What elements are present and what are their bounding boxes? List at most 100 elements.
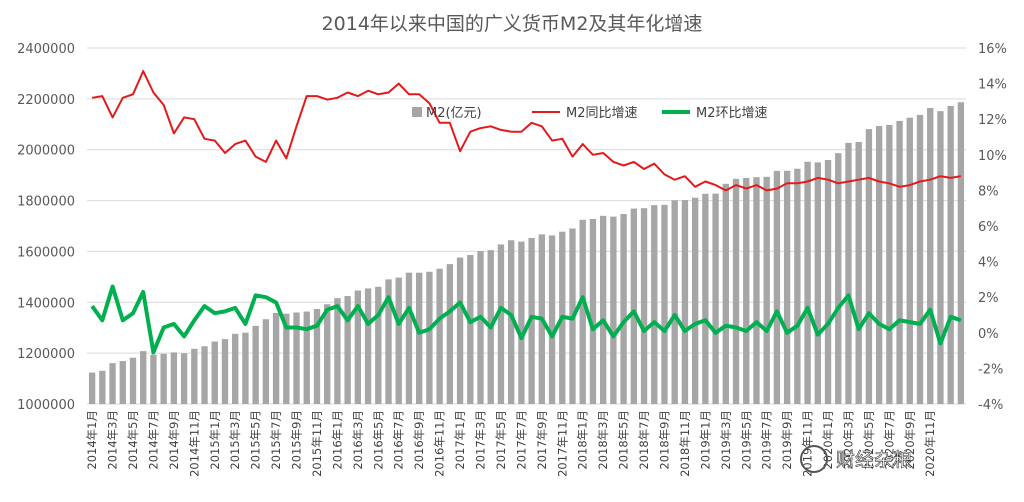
bar bbox=[303, 311, 310, 404]
x-tick-label: 2016年7月 bbox=[392, 410, 406, 470]
bar bbox=[732, 178, 740, 404]
x-tick-label: 2018年1月 bbox=[576, 410, 590, 470]
x-tick-label: 2015年3月 bbox=[228, 410, 242, 470]
bar bbox=[354, 290, 362, 404]
bar bbox=[221, 339, 229, 404]
x-tick-label: 2019年1月 bbox=[698, 410, 712, 470]
left-axis-labels: 1000000 1200000 1400000 1600000 1800000 20000… bbox=[17, 42, 75, 413]
bar bbox=[814, 162, 821, 404]
x-tick-label: 2016年9月 bbox=[412, 410, 426, 470]
bar bbox=[180, 353, 188, 404]
bar bbox=[845, 142, 852, 404]
bar bbox=[640, 208, 648, 404]
x-tick-label: 2020年11月 bbox=[923, 410, 937, 477]
right-tick-label: 2% bbox=[978, 291, 999, 306]
bar bbox=[477, 251, 484, 404]
bar bbox=[262, 319, 270, 404]
line-mom-growth bbox=[90, 284, 962, 355]
bar bbox=[508, 240, 515, 404]
x-tick-label: 2016年3月 bbox=[351, 410, 365, 470]
x-tick-label: 2015年7月 bbox=[269, 410, 283, 470]
chart-title: 2014年以来中国的广义货币M2及其年化增速 bbox=[322, 13, 703, 35]
x-tick-label: 2018年5月 bbox=[617, 410, 631, 470]
x-tick-label: 2016年5月 bbox=[371, 410, 385, 470]
left-tick-label: 1400000 bbox=[17, 296, 75, 311]
watermark: 财经杂粮 bbox=[800, 445, 912, 473]
bar bbox=[763, 176, 770, 404]
x-tick-label: 2014年7月 bbox=[146, 410, 160, 470]
x-tick-label: 2017年7月 bbox=[514, 410, 528, 470]
bar bbox=[712, 193, 719, 404]
bar bbox=[651, 205, 658, 404]
bar bbox=[691, 197, 699, 404]
x-tick-label: 2020年1月 bbox=[821, 410, 835, 470]
bar bbox=[272, 312, 280, 404]
x-tick-label: 2018年11月 bbox=[678, 410, 692, 477]
x-tick-label: 2018年3月 bbox=[596, 410, 610, 470]
x-tick-label: 2017年11月 bbox=[555, 410, 569, 477]
x-tick-label: 2019年11月 bbox=[801, 410, 815, 477]
legend-label: M2环比增速 bbox=[696, 106, 768, 121]
left-tick-label: 1200000 bbox=[17, 347, 75, 362]
left-tick-label: 2400000 bbox=[17, 42, 75, 57]
bar bbox=[416, 272, 423, 404]
bar bbox=[211, 341, 218, 404]
bar bbox=[344, 296, 351, 404]
x-tick-label: 2019年7月 bbox=[760, 410, 774, 470]
bar bbox=[835, 153, 842, 404]
legend: M2(亿元) M2同比增速 M2环比增速 bbox=[412, 106, 768, 121]
bar bbox=[436, 268, 443, 404]
bar bbox=[630, 208, 637, 404]
bar bbox=[783, 170, 791, 404]
right-tick-label: 4% bbox=[978, 256, 999, 271]
x-tick-label: 2018年7月 bbox=[637, 410, 651, 470]
x-tick-label: 2019年3月 bbox=[719, 410, 733, 470]
x-tick-label: 2014年11月 bbox=[187, 410, 201, 477]
bar bbox=[610, 216, 617, 404]
right-tick-label: 8% bbox=[978, 184, 999, 199]
bar bbox=[99, 370, 106, 404]
bar bbox=[743, 177, 750, 404]
bar bbox=[467, 254, 474, 404]
bar bbox=[242, 332, 249, 404]
bar bbox=[129, 357, 137, 404]
right-tick-label: 16% bbox=[978, 42, 1007, 57]
x-tick-label: 2019年9月 bbox=[780, 410, 794, 470]
line-series bbox=[90, 70, 962, 355]
x-tick-label: 2014年3月 bbox=[106, 410, 120, 470]
bar bbox=[773, 170, 781, 404]
left-tick-label: 1600000 bbox=[17, 245, 75, 260]
bar bbox=[446, 264, 454, 404]
bar bbox=[599, 215, 607, 404]
bar bbox=[702, 193, 709, 404]
bar bbox=[916, 114, 924, 404]
left-tick-label: 2000000 bbox=[17, 144, 75, 159]
x-tick-label: 2020年3月 bbox=[841, 410, 855, 470]
bar bbox=[324, 304, 331, 404]
bar bbox=[426, 271, 433, 404]
x-tick-label: 2018年9月 bbox=[657, 410, 671, 470]
bar bbox=[334, 298, 341, 404]
right-tick-label: 10% bbox=[978, 149, 1007, 164]
right-tick-label: 12% bbox=[978, 113, 1007, 128]
right-tick-label: 14% bbox=[978, 78, 1007, 93]
bar bbox=[518, 241, 525, 404]
right-tick-label: 6% bbox=[978, 220, 999, 235]
x-tick-label: 2014年1月 bbox=[85, 410, 99, 470]
x-tick-label: 2017年9月 bbox=[535, 410, 549, 470]
grid-lines bbox=[87, 47, 966, 405]
x-tick-label: 2019年5月 bbox=[739, 410, 753, 470]
bar bbox=[875, 126, 883, 405]
x-tick-label: 2014年9月 bbox=[167, 410, 181, 470]
bar bbox=[119, 361, 126, 404]
bar bbox=[906, 117, 913, 404]
bar bbox=[150, 354, 157, 404]
bar bbox=[661, 204, 668, 404]
bar bbox=[385, 279, 392, 404]
x-tick-label: 2015年11月 bbox=[310, 410, 324, 477]
bar bbox=[579, 219, 586, 404]
x-tick-label: 2016年1月 bbox=[330, 410, 344, 470]
x-tick-label: 2017年5月 bbox=[494, 410, 508, 470]
bar bbox=[865, 129, 873, 404]
bar bbox=[375, 286, 382, 404]
